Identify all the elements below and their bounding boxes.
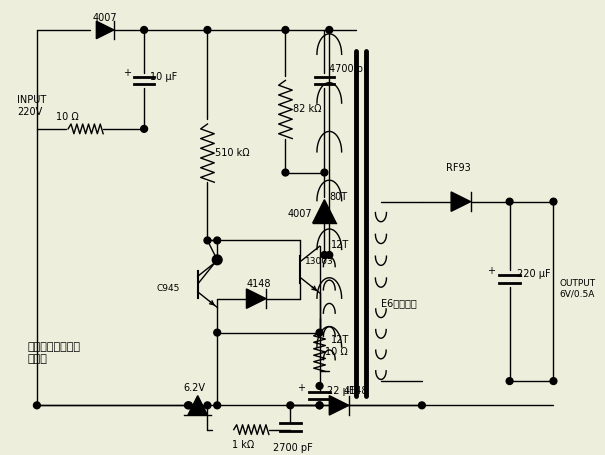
Circle shape (141, 126, 148, 132)
Text: 1 kΩ: 1 kΩ (232, 440, 254, 450)
Polygon shape (313, 200, 336, 223)
Text: 80T: 80T (329, 192, 347, 202)
Text: 4700 pF: 4700 pF (329, 64, 369, 74)
Circle shape (316, 402, 323, 409)
Text: 4007: 4007 (287, 209, 312, 219)
Text: C945: C945 (157, 284, 180, 293)
Polygon shape (188, 396, 208, 415)
Circle shape (204, 237, 211, 244)
Circle shape (141, 26, 148, 33)
Circle shape (287, 402, 293, 409)
Circle shape (316, 402, 323, 409)
Circle shape (316, 383, 323, 389)
Text: 2700 pF: 2700 pF (273, 443, 313, 453)
Circle shape (419, 402, 425, 409)
Circle shape (550, 198, 557, 205)
Text: E6高频磁芯: E6高频磁芯 (381, 298, 417, 308)
Text: 4148: 4148 (344, 386, 368, 396)
Text: +: + (297, 384, 305, 394)
Text: 4148: 4148 (246, 279, 271, 289)
Text: 13003: 13003 (305, 257, 334, 266)
Text: 6.2V: 6.2V (183, 383, 205, 393)
Circle shape (326, 26, 333, 33)
Text: 10 μF: 10 μF (150, 71, 177, 81)
Text: 10 Ω: 10 Ω (56, 112, 79, 122)
Polygon shape (246, 289, 266, 308)
Circle shape (321, 252, 328, 258)
Text: RF93: RF93 (446, 163, 471, 173)
Circle shape (214, 402, 221, 409)
Circle shape (185, 402, 191, 409)
Circle shape (550, 378, 557, 384)
Text: 10 Ω: 10 Ω (325, 347, 348, 357)
Text: 手机充电器用电源
变换器: 手机充电器用电源 变换器 (27, 342, 80, 364)
Circle shape (214, 237, 221, 244)
Text: 22 μF: 22 μF (327, 386, 355, 396)
Text: 510 kΩ: 510 kΩ (215, 148, 250, 158)
Text: 220 μF: 220 μF (517, 269, 551, 279)
Circle shape (316, 329, 323, 336)
Text: INPUT
220V: INPUT 220V (18, 95, 47, 116)
Circle shape (282, 26, 289, 33)
Circle shape (212, 255, 222, 265)
Circle shape (204, 402, 211, 409)
Text: 12T: 12T (332, 335, 350, 345)
Circle shape (326, 252, 333, 258)
Text: +: + (123, 68, 131, 78)
Circle shape (506, 198, 513, 205)
Circle shape (204, 26, 211, 33)
Circle shape (321, 169, 328, 176)
Text: 12T: 12T (332, 240, 350, 250)
Circle shape (506, 378, 513, 384)
Circle shape (186, 402, 192, 409)
Text: 82 kΩ: 82 kΩ (293, 105, 322, 115)
Circle shape (214, 329, 221, 336)
Circle shape (33, 402, 41, 409)
Circle shape (282, 169, 289, 176)
Text: +: + (487, 267, 495, 277)
Polygon shape (96, 21, 114, 39)
Text: 4007: 4007 (93, 13, 117, 23)
Polygon shape (451, 192, 471, 211)
Polygon shape (329, 396, 348, 415)
Text: OUTPUT
6V/0.5A: OUTPUT 6V/0.5A (559, 279, 595, 298)
